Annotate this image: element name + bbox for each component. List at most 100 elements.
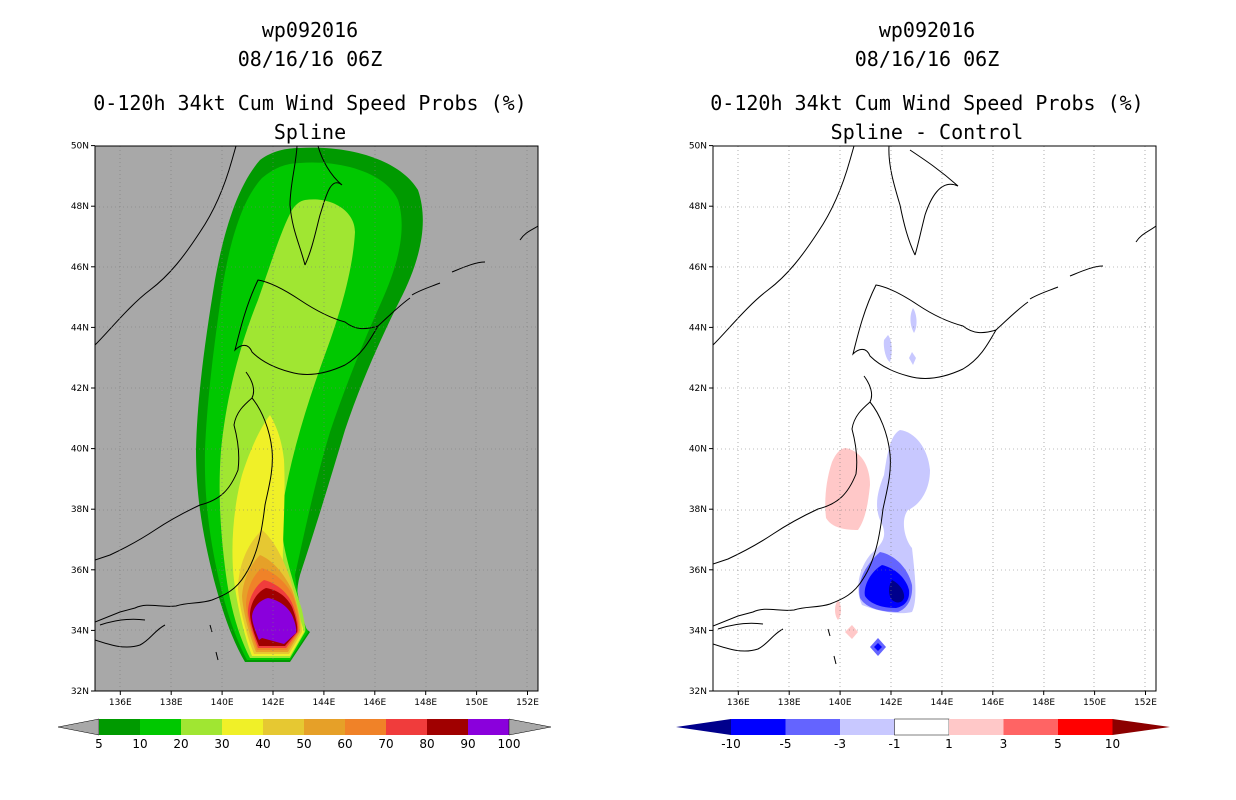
lon-tick-label: 144E [312,698,335,708]
right-difference-contours [825,308,930,656]
lat-tick-label: 42N [71,384,89,394]
right-map-background [713,146,1156,691]
lon-tick-label: 144E [930,698,953,708]
colorbar-label: 80 [419,737,434,751]
colorbar-swatch [468,719,509,735]
colorbar-label: 60 [337,737,352,751]
diff-pos-1-to-3-west [825,448,870,530]
colorbar-label: 20 [173,737,188,751]
coast-kuril-islands [377,225,538,327]
colorbar-swatch [181,719,222,735]
left-title-product: 0-120h 34kt Cum Wind Speed Probs (%) [93,91,527,115]
coast-shikoku-kyushu [95,618,166,648]
coast-izu-islands [209,624,219,661]
lat-tick-label: 46N [71,263,89,273]
lat-tick-label: 48N [689,202,707,212]
lon-tick-label: 150E [1083,698,1106,708]
coast-hokkaido [234,279,380,375]
colorbar-label: 5 [1054,737,1062,751]
colorbar-label: 40 [255,737,270,751]
coast-sakhalin [888,146,959,256]
coast-hokkaido [852,284,998,379]
right-map-frame [712,145,1157,692]
lon-tick-label: 138E [160,698,183,708]
colorbar-label: 50 [296,737,311,751]
right-lat-axis: 32N 34N 36N 38N 40N 42N 44N 46N 48N 50N [689,142,713,697]
lat-tick-label: 40N [689,445,707,455]
left-title-storm-id: wp092016 [261,18,359,42]
lat-tick-label: 44N [71,323,89,333]
coast-honshu [713,375,891,627]
colorbar-swatch [345,719,386,735]
lon-tick-label: 142E [262,698,285,708]
lat-tick-label: 38N [71,505,89,515]
diff-neg-1-to-3-north-b [910,308,917,333]
colorbar-label: 10 [132,737,147,751]
left-map-frame [94,145,539,692]
colorbar-swatch [785,719,840,735]
diff-neg-1-to-3-north-c [909,352,916,365]
right-colorbar: -10 -5 -3 -1 1 3 5 10 [676,718,1170,751]
colorbar-swatch [731,719,786,735]
lat-tick-label: 50N [71,142,89,152]
colorbar-swatch [949,719,1004,735]
colorbar-swatch [840,719,895,735]
coast-shikoku-kyushu [713,622,784,652]
colorbar-swatch [99,719,140,735]
colorbar-low-arrow [676,719,731,735]
lat-tick-label: 44N [689,323,707,333]
left-colorbar: 5 10 20 30 40 50 60 70 80 90 100 [57,718,552,751]
colorbar-label: -1 [889,737,901,751]
colorbar-swatch [140,719,181,735]
colorbar-label: -10 [721,737,741,751]
lat-tick-label: 50N [689,142,707,152]
lat-tick-label: 34N [689,626,707,636]
right-title-datetime: 08/16/16 06Z [854,47,1000,71]
left-title-method: Spline [273,120,347,144]
colorbar-swatch [263,719,304,735]
colorbar-swatch [894,718,950,736]
right-title-storm-id: wp092016 [878,18,976,42]
lon-tick-label: 138E [778,698,801,708]
colorbar-label: 70 [378,737,393,751]
lat-tick-label: 42N [689,384,707,394]
colorbar-label: 30 [214,737,229,751]
colorbar-swatch [386,719,427,735]
coast-honshu [95,371,273,623]
left-lat-axis: 32N 34N 36N 38N 40N 42N 44N 46N 48N 50N [71,142,95,697]
left-lon-axis: 136E 138E 140E 142E 144E 146E 148E 150E 152E [109,691,539,708]
lat-tick-label: 36N [71,566,89,576]
colorbar-high-arrow [508,718,552,736]
colorbar-label: -5 [780,737,792,751]
diff-pos-1-to-3-south-b [845,625,858,639]
lon-tick-label: 152E [1134,698,1157,708]
lon-tick-label: 142E [880,698,903,708]
right-title-method: Spline - Control [830,120,1024,144]
colorbar-low-arrow [57,718,100,736]
colorbar-label: 5 [95,737,103,751]
coast-sakhalin [289,146,343,266]
colorbar-swatch [1058,719,1113,735]
lon-tick-label: 148E [414,698,437,708]
lon-tick-label: 140E [829,698,852,708]
lat-tick-label: 40N [71,445,89,455]
right-title-product: 0-120h 34kt Cum Wind Speed Probs (%) [710,91,1144,115]
colorbar-swatch [1003,719,1058,735]
left-probability-contours [196,147,423,663]
right-gridlines [713,146,1156,691]
lat-tick-label: 36N [689,566,707,576]
coast-kuril-islands [995,225,1156,331]
colorbar-label: 3 [1000,737,1008,751]
lat-tick-label: 46N [689,263,707,273]
lon-tick-label: 146E [363,698,386,708]
lon-tick-label: 140E [211,698,234,708]
lat-tick-label: 32N [689,687,707,697]
colorbar-swatch [222,719,263,735]
lat-tick-label: 32N [71,687,89,697]
lon-tick-label: 150E [465,698,488,708]
diff-neg-10-south-spot [874,643,882,651]
colorbar-label: 90 [460,737,475,751]
lon-tick-label: 136E [727,698,750,708]
